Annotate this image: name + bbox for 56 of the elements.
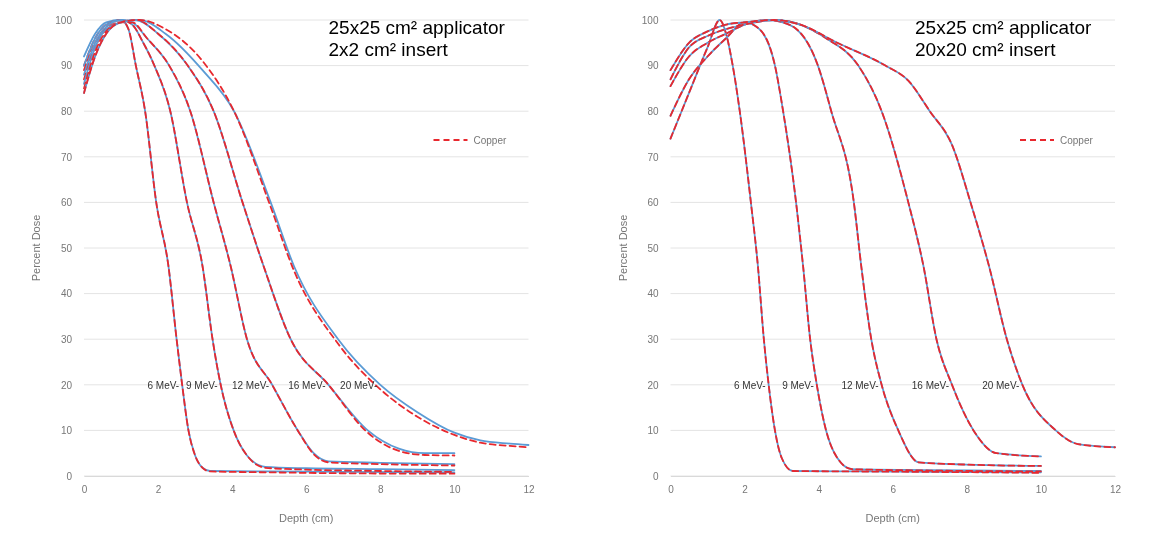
y-tick-label: 0 <box>66 470 73 482</box>
x-tick-label: 12 <box>1109 484 1122 496</box>
y-tick-label: 0 <box>652 470 659 482</box>
y-tick-label: 80 <box>647 105 659 117</box>
x-tick-label: 12 <box>523 484 535 496</box>
y-tick-label: 60 <box>60 197 73 209</box>
y-tick-label: 20 <box>60 379 73 391</box>
text: 20x20 cm² insert <box>915 39 1057 60</box>
y-tick-label: 60 <box>647 197 659 209</box>
y-tick-label: 40 <box>647 288 659 300</box>
x-tick-label: 2 <box>742 484 749 496</box>
annotation: 12 MeV- <box>231 379 270 391</box>
annotation: 16 MeV- <box>911 379 950 391</box>
x-axis-title: Depth (cm) <box>279 512 334 524</box>
y-tick-label: 40 <box>60 288 73 300</box>
y-tick-label: 100 <box>641 14 659 26</box>
legend-label: Copper <box>1060 135 1094 146</box>
text: 2x2 cm² insert <box>328 39 449 60</box>
x-tick-label: 10 <box>449 484 461 496</box>
x-tick-label: 4 <box>816 484 823 496</box>
y-axis-title: Percent Dose <box>30 214 42 282</box>
y-tick-label: 10 <box>60 425 73 437</box>
annotation: 20 MeV- <box>340 379 378 391</box>
legend-label: Copper <box>473 135 507 146</box>
x-axis-title: Depth (cm) <box>865 512 920 524</box>
y-tick-label: 50 <box>647 242 659 254</box>
annotation: 6 MeV- <box>733 379 766 391</box>
y-tick-label: 20 <box>647 379 659 391</box>
x-tick-label: 8 <box>964 484 971 496</box>
y-tick-label: 70 <box>647 151 659 163</box>
x-tick-label: 2 <box>155 484 162 496</box>
y-tick-label: 100 <box>55 14 73 26</box>
y-tick-label: 30 <box>647 333 659 345</box>
chart-title: 25x25 cm² applicator <box>328 17 506 38</box>
annotation: 12 MeV- <box>841 379 879 391</box>
annotation: 16 MeV- <box>288 379 326 391</box>
chart-title: 25x25 cm² applicator <box>915 17 1093 38</box>
y-tick-label: 70 <box>60 151 73 163</box>
annotation: 9 MeV- <box>186 379 218 391</box>
x-tick-label: 6 <box>303 484 310 496</box>
y-axis-title: Percent Dose <box>616 214 629 282</box>
y-tick-label: 80 <box>60 105 73 117</box>
y-tick-label: 10 <box>647 425 659 437</box>
x-tick-label: 6 <box>890 484 897 496</box>
x-tick-label: 0 <box>81 484 88 496</box>
x-tick-label: 0 <box>668 484 675 496</box>
y-tick-label: 90 <box>60 60 73 72</box>
annotation: 6 MeV- <box>147 379 180 391</box>
y-tick-label: 30 <box>60 333 73 345</box>
x-tick-label: 4 <box>229 484 236 496</box>
x-tick-label: 8 <box>378 484 385 496</box>
annotation: 20 MeV- <box>982 379 1020 391</box>
y-tick-label: 50 <box>60 242 73 254</box>
annotation: 9 MeV- <box>782 379 814 391</box>
x-tick-label: 10 <box>1035 484 1048 496</box>
y-tick-label: 90 <box>647 60 659 72</box>
